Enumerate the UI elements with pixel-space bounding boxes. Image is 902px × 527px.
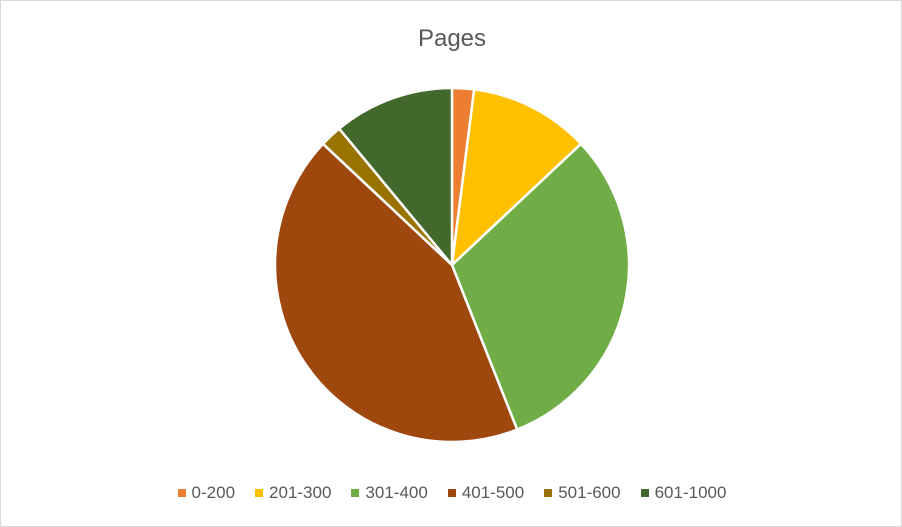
pie-slice-601-1000 — [337, 86, 454, 267]
legend-swatch — [544, 489, 553, 497]
legend-swatch — [351, 489, 360, 497]
legend-label: 501-600 — [558, 483, 621, 502]
legend-item-301-400: 301-400 — [351, 483, 428, 503]
pie-slice-401-500 — [273, 142, 519, 444]
legend-label: 201-300 — [269, 483, 332, 502]
legend-item-201-300: 201-300 — [255, 483, 331, 503]
legend-swatch — [447, 489, 456, 497]
pie-slice-201-300 — [450, 88, 583, 267]
legend-swatch — [177, 489, 186, 497]
legend: 0-200 201-300 301-400 401-500 501-600 601-100… — [1, 483, 902, 503]
legend-label: 601-1000 — [654, 483, 727, 502]
chart-title: Pages — [417, 25, 487, 52]
legend-label: 0-200 — [191, 483, 236, 502]
legend-swatch — [255, 489, 264, 497]
legend-swatch — [640, 489, 649, 497]
legend-label: 301-400 — [365, 483, 428, 502]
legend-item-0-200: 0-200 — [177, 483, 236, 503]
legend-item-501-600: 501-600 — [544, 483, 621, 503]
legend-item-601-1000: 601-1000 — [640, 483, 727, 503]
legend-label: 401-500 — [461, 483, 525, 502]
legend-item-401-500: 401-500 — [447, 483, 525, 503]
pie-slice-301-400 — [450, 142, 631, 431]
